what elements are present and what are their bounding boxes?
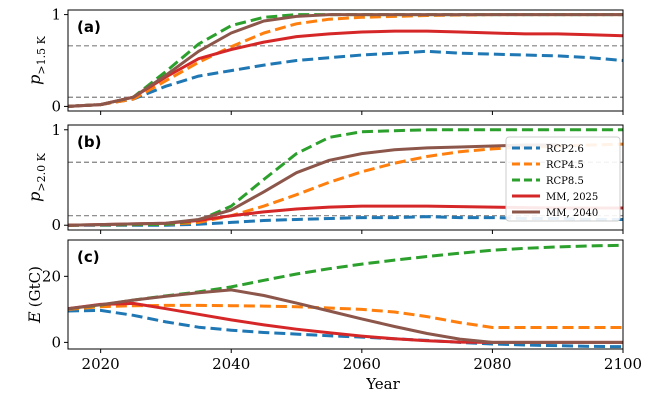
panel-frame [67,239,624,350]
series-line-rcp2-6 [68,49,623,108]
x-tick-label: 2060 [343,355,381,373]
series-line-mm-2040 [68,288,623,344]
legend-entry: RCP4.5 [546,160,584,171]
legend-entry: MM, 2040 [546,208,598,219]
y-tick-label: 0 [51,97,61,115]
y-tick-label: 20 [42,267,61,285]
x-tick-label: 2040 [212,355,250,373]
legend-entry: RCP8.5 [546,176,584,187]
series-line-rcp4-5 [68,303,623,329]
panel-label: (b) [77,133,101,151]
x-tick-label: 2080 [473,355,511,373]
y-axis-label: E (GtC) [25,266,44,324]
panel-frame [67,9,624,112]
y-axis-subscript: >2.0 K [35,152,48,191]
y-tick-label: 1 [51,121,61,139]
series-line-mm-2025 [68,29,623,108]
y-tick-label: 1 [51,6,61,24]
panel-frame [67,124,624,231]
series-line-mm-2040 [68,13,623,108]
series-group [68,243,623,349]
legend-entry: RCP2.6 [546,144,584,155]
legend-entry: MM, 2025 [546,192,598,203]
panel-label: (c) [77,248,100,266]
y-axis-label: p>2.0 K [25,152,48,201]
series-line-rcp2-6 [68,308,623,349]
legend-box [505,136,621,222]
legend: RCP2.6 RCP4.5 RCP8.5 MM, 2025 MM, 2040 [505,136,621,222]
y-axis-unit: (GtC) [26,266,44,307]
panel-1: 0 1 (a) p>1.5 K [25,6,624,115]
series-line-mm-2040 [68,143,558,227]
y-tick-label: 0 [51,333,61,351]
series-group [68,13,623,108]
y-tick-label: 0 [51,216,61,234]
panel-label: (a) [77,18,101,36]
y-axis-symbol: p [25,192,44,202]
panel-2: 0 1 (b) p>2.0 K RCP2.6 RCP4.5 RCP8.5 MM, 2025 MM… [25,121,624,234]
x-tick-label: 2020 [82,355,120,373]
series-line-rcp8-5 [68,243,623,311]
x-axis-label: Year [365,375,400,393]
y-axis-label: p>1.5 K [25,35,48,84]
y-axis-symbol: p [25,75,44,85]
y-axis-symbol: E [25,311,44,324]
panels-layer: 01(a)p>1.5 K01(b)p>2.0 KRCP2.6RCP4.5RCP8… [25,6,642,373]
x-tick-label: 2100 [604,355,642,373]
y-axis-subscript: >1.5 K [35,35,48,74]
